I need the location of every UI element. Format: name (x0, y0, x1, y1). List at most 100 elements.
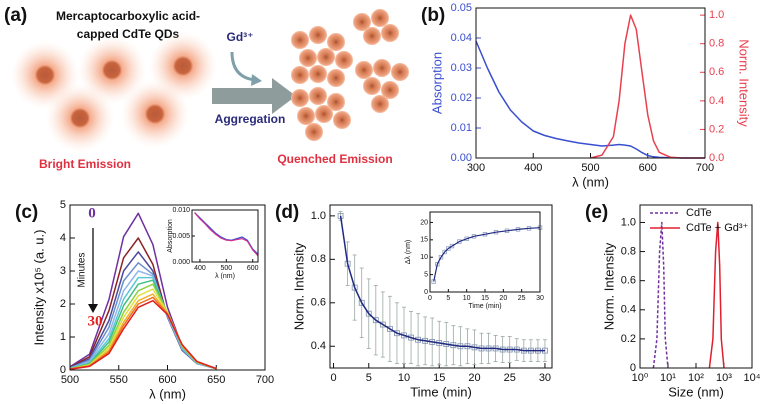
y-tick-label: 20 (420, 219, 428, 226)
y-tick-label: 2 (60, 298, 66, 310)
y2-tick-label: 0.2 (709, 123, 724, 135)
x-tick-label: 300 (467, 162, 485, 174)
x-tick-label: 30 (539, 372, 551, 384)
qd (317, 48, 335, 66)
x-tick-label: 10⁴ (744, 372, 761, 384)
ion-label: Gd³⁺ (227, 30, 254, 44)
inset-bg (192, 210, 258, 262)
qd (309, 87, 327, 105)
x-tick-label: 600 (158, 374, 176, 386)
x-tick-label: 10 (463, 295, 471, 302)
qd (305, 123, 323, 141)
y-axis-label: Absorption (429, 52, 444, 114)
x-tick-label: 15 (433, 372, 445, 384)
x-tick-label: 600 (639, 162, 657, 174)
y-tick-label: 1.0 (621, 216, 636, 228)
qd (327, 33, 345, 51)
y-tick-label: 0.05 (451, 2, 472, 14)
legend-label: CdTe + Gd³⁺ (686, 222, 749, 234)
axes-frame (639, 204, 753, 369)
y-tick-label: 0.000 (172, 259, 190, 266)
qd (335, 51, 353, 69)
y-tick-label: 1.0 (311, 210, 326, 222)
series-line (708, 221, 725, 369)
y-tick-label: 10 (420, 254, 428, 261)
y-axis-label: Δλ (nm) (405, 240, 412, 265)
qd (315, 105, 333, 123)
curved-arrow-head (251, 74, 262, 86)
qd (327, 69, 345, 87)
x-tick-label: 5 (366, 372, 372, 384)
qd (309, 65, 327, 83)
y-tick-label: 0.4 (311, 340, 326, 352)
x-tick-label: 700 (256, 374, 274, 386)
legend-label: CdTe (686, 207, 712, 219)
x-tick-label: 10³ (716, 372, 732, 384)
x-tick-label: 400 (524, 162, 542, 174)
x-axis-label: Time (min) (468, 303, 501, 310)
series-line (339, 215, 545, 352)
marker (358, 299, 365, 306)
marker (372, 317, 379, 324)
qd (327, 93, 345, 111)
y2-tick-label: 0.8 (709, 38, 724, 50)
y2-tick-label: 0.4 (709, 95, 724, 107)
x-tick-label: 500 (61, 374, 79, 386)
y-tick-label: 0.2 (621, 333, 636, 345)
caption: Quenched Emission (277, 152, 392, 166)
y-tick-label: 15 (420, 237, 428, 244)
y-tick-label: 0.6 (621, 275, 636, 287)
x-tick-label: 10⁰ (632, 372, 649, 384)
qd (299, 49, 317, 67)
y-axis-label: Norm. Intensity (291, 242, 306, 330)
panel-label: (b) (421, 5, 445, 26)
y-axis-label: Absorption (167, 219, 174, 253)
x-tick-label: 5 (446, 295, 450, 302)
y-tick-label: 5 (424, 271, 428, 278)
y2-tick-label: 0.6 (709, 66, 724, 78)
qd (363, 27, 381, 45)
x-tick-label: 25 (518, 295, 526, 302)
y-tick-label: 0.8 (311, 253, 326, 265)
y-tick-label: 0.010 (172, 207, 190, 214)
marker (457, 239, 462, 244)
x-tick-label: 500 (220, 265, 232, 272)
aggregates (291, 9, 409, 141)
y-tick-label: 0.4 (621, 304, 636, 316)
axes-frame (329, 204, 553, 369)
x-tick-label: 650 (207, 374, 225, 386)
series-line (433, 227, 541, 282)
qd (381, 24, 399, 42)
axes-frame (475, 7, 706, 159)
y-tick-label: 0.04 (451, 32, 472, 44)
x-tick-label: 0 (428, 295, 432, 302)
schematic: (a) Mercaptocarboxylic acid- capped CdTe… (4, 5, 409, 171)
schematic-title: Mercaptocarboxylic acid- (56, 9, 200, 23)
x-tick-label: 25 (504, 372, 516, 384)
qd (291, 66, 309, 84)
qd (291, 31, 309, 49)
x-axis-label: Size (nm) (668, 384, 724, 399)
x-axis-label: Time (min) (410, 384, 472, 399)
y-tick-label: 0.6 (311, 297, 326, 309)
qd (371, 9, 389, 27)
marker (387, 325, 393, 332)
bright-dots (11, 32, 217, 152)
panel-label: (a) (4, 5, 27, 26)
caption: Bright Emission (39, 157, 131, 171)
marker (442, 249, 447, 255)
panel-label: (c) (15, 202, 38, 223)
qd (371, 95, 389, 113)
x-tick-label: 10 (398, 372, 410, 384)
y2-tick-label: 0.0 (709, 152, 724, 164)
y-tick-label: 1 (60, 331, 66, 343)
series-line (652, 221, 669, 369)
panel-label: (e) (585, 202, 608, 223)
y-tick-label: 0.01 (451, 122, 472, 134)
axes-frame (191, 209, 259, 263)
x-axis-label: λ (nm) (149, 386, 186, 401)
x-tick-label: 20 (499, 295, 507, 302)
qd (291, 89, 309, 107)
y-tick-label: 0.00 (451, 152, 472, 164)
x-tick-label: 700 (696, 162, 714, 174)
